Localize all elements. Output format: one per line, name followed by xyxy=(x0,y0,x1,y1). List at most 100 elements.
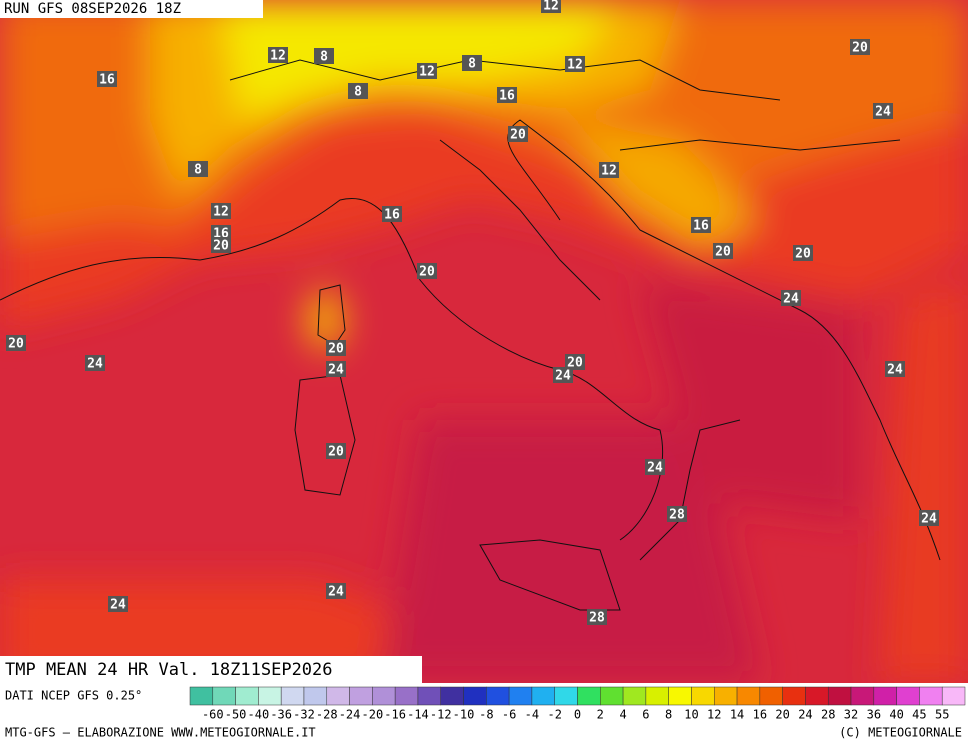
contour-label-box xyxy=(873,103,893,119)
colorbar-swatch xyxy=(668,686,692,706)
colorbar-label: -12 xyxy=(430,708,452,722)
contour-label-box xyxy=(599,162,619,178)
colorbar: -60 -50 -40 -36 -32 -28 -24 -20 -16 -14 -12 -10 -8 -6… xyxy=(189,686,966,722)
colorbar-swatch xyxy=(782,686,806,706)
colorbar-swatch xyxy=(531,686,555,706)
contour-label: 20 xyxy=(510,128,526,143)
colorbar-label: -28 xyxy=(316,708,338,722)
source-label: DATI NCEP GFS 0.25° xyxy=(5,689,142,703)
contour-label: 16 xyxy=(384,208,400,223)
contour-label: 20 xyxy=(795,247,811,262)
colorbar-swatch xyxy=(349,686,373,706)
colorbar-label: 10 xyxy=(684,708,698,722)
contour-label-box xyxy=(919,510,939,526)
contour-label-box xyxy=(781,290,801,306)
contour-label: 20 xyxy=(715,245,731,260)
contour-label-box xyxy=(565,56,585,72)
colorbar-swatch xyxy=(805,686,829,706)
colorbar-label: -10 xyxy=(453,708,475,722)
colorbar-swatch xyxy=(463,686,487,706)
colorbar-label: 45 xyxy=(912,708,926,722)
colorbar-label: 16 xyxy=(753,708,767,722)
contour-label-box xyxy=(326,361,346,377)
colorbar-swatch xyxy=(326,686,350,706)
colorbar-swatch xyxy=(645,686,669,706)
colorbar-label: 14 xyxy=(730,708,744,722)
contour-label: 24 xyxy=(875,105,891,120)
contour-label: 24 xyxy=(328,585,344,600)
contour-label: 24 xyxy=(110,598,126,613)
coastlines xyxy=(0,59,941,611)
contour-label: 28 xyxy=(669,508,685,523)
header-box xyxy=(0,0,263,18)
contour-label: 20 xyxy=(567,356,583,371)
colorbar-label: -4 xyxy=(525,708,539,722)
colorbar-swatch xyxy=(508,686,533,706)
colorbar-label: 0 xyxy=(574,708,581,722)
contour-label-box xyxy=(417,263,437,279)
contour-label: 24 xyxy=(647,461,663,476)
contour-label: 20 xyxy=(419,265,435,280)
colorbar-label: -60 xyxy=(202,708,224,722)
contour-label: 8 xyxy=(468,57,476,72)
contour-label-box xyxy=(462,55,482,71)
contour-label: 20 xyxy=(328,445,344,460)
title-box xyxy=(0,656,422,683)
colorbar-label: 24 xyxy=(798,708,812,722)
contour-label-box xyxy=(497,87,517,103)
contour-label: 24 xyxy=(328,363,344,378)
colorbar-label: -6 xyxy=(502,708,516,722)
contour-label-box xyxy=(417,63,437,79)
colorbar-swatch xyxy=(759,686,783,706)
contour-label-box xyxy=(587,609,607,625)
colorbar-swatch xyxy=(577,686,601,706)
contour-label-box xyxy=(211,237,231,253)
colorbar-swatch xyxy=(372,686,396,706)
contour-label: 12 xyxy=(601,164,617,179)
colorbar-label: 40 xyxy=(889,708,903,722)
contour-label: 28 xyxy=(589,611,605,626)
contour-label-box xyxy=(326,583,346,599)
contour-label: 16 xyxy=(693,219,709,234)
contour-label: 24 xyxy=(87,357,103,372)
contour-label: 12 xyxy=(567,58,583,73)
colorbar-label: 28 xyxy=(821,708,835,722)
contour-label: 8 xyxy=(320,50,328,65)
colorbar-label: -16 xyxy=(384,708,406,722)
colorbar-label: -20 xyxy=(362,708,384,722)
colorbar-swatch xyxy=(417,686,441,706)
colorbar-swatch xyxy=(827,686,852,706)
contour-label-box xyxy=(108,596,128,612)
colorbar-swatch xyxy=(212,686,236,706)
colorbar-swatch xyxy=(303,686,328,706)
colorbar-swatch xyxy=(850,686,875,706)
colorbar-label: -50 xyxy=(225,708,247,722)
colorbar-label: 6 xyxy=(642,708,649,722)
colorbar-swatch xyxy=(714,686,738,706)
colorbar-swatch xyxy=(258,686,282,706)
contour-label-box xyxy=(541,0,561,13)
contour-label-box xyxy=(508,126,528,142)
colorbar-swatch xyxy=(691,686,715,706)
contour-label-box xyxy=(326,340,346,356)
contour-label: 12 xyxy=(213,205,229,220)
contour-label-box xyxy=(6,335,26,351)
contour-label-box xyxy=(565,354,585,370)
colorbar-swatch xyxy=(896,686,920,706)
colorbar-label: -40 xyxy=(248,708,270,722)
contour-label: 16 xyxy=(99,73,115,88)
colorbar-swatch xyxy=(554,686,578,706)
colorbar-label: -14 xyxy=(407,708,429,722)
colorbar-swatch xyxy=(873,686,897,706)
colorbar-label: 2 xyxy=(597,708,604,722)
colorbar-swatch xyxy=(280,686,305,706)
colorbar-swatch xyxy=(486,686,510,706)
contour-label-box xyxy=(348,83,368,99)
colorbar-swatch xyxy=(440,686,464,706)
colorbar-swatch xyxy=(941,686,966,706)
colorbar-label: -2 xyxy=(547,708,561,722)
contour-label-box xyxy=(326,443,346,459)
contour-label: 16 xyxy=(499,89,515,104)
